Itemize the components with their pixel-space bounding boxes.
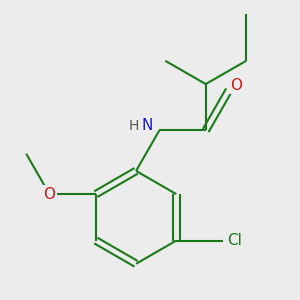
Text: N: N bbox=[142, 118, 153, 134]
Text: Cl: Cl bbox=[227, 233, 242, 248]
Text: O: O bbox=[230, 78, 242, 93]
Text: O: O bbox=[44, 187, 56, 202]
Text: H: H bbox=[129, 119, 139, 133]
